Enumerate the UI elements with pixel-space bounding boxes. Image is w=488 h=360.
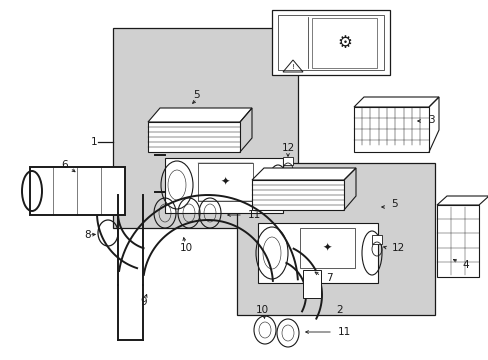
Text: 6: 6 bbox=[61, 160, 68, 170]
Text: 5: 5 bbox=[192, 90, 199, 100]
Text: 11: 11 bbox=[337, 327, 350, 337]
Bar bbox=[353, 107, 428, 152]
Text: 7: 7 bbox=[325, 273, 332, 283]
Bar bbox=[278, 15, 383, 70]
Text: 1: 1 bbox=[90, 137, 97, 147]
Bar bbox=[251, 180, 343, 210]
Polygon shape bbox=[148, 108, 251, 122]
Bar bbox=[30, 167, 125, 215]
Bar bbox=[113, 28, 297, 228]
Bar bbox=[299, 228, 354, 268]
Bar bbox=[164, 158, 283, 213]
Text: 3: 3 bbox=[427, 115, 434, 125]
Bar bbox=[271, 10, 389, 75]
Text: 11: 11 bbox=[247, 210, 261, 220]
Bar bbox=[283, 157, 292, 165]
Polygon shape bbox=[251, 168, 355, 180]
Text: ✦: ✦ bbox=[220, 177, 229, 187]
Bar bbox=[311, 18, 376, 68]
Text: 8: 8 bbox=[84, 230, 90, 240]
Bar bbox=[303, 270, 320, 298]
Text: 12: 12 bbox=[281, 143, 294, 153]
Text: 2: 2 bbox=[336, 305, 343, 315]
Text: ⚙: ⚙ bbox=[337, 34, 352, 52]
Bar bbox=[148, 122, 240, 152]
Text: 9: 9 bbox=[140, 297, 146, 307]
Text: ✦: ✦ bbox=[322, 243, 331, 253]
Bar bbox=[436, 205, 478, 277]
Bar bbox=[371, 235, 381, 244]
Text: 4: 4 bbox=[461, 260, 468, 270]
Bar bbox=[198, 163, 252, 201]
Text: 12: 12 bbox=[391, 243, 405, 253]
Polygon shape bbox=[436, 196, 488, 205]
Text: 5: 5 bbox=[390, 199, 397, 209]
Bar bbox=[258, 223, 377, 283]
Text: 10: 10 bbox=[179, 243, 192, 253]
Bar bbox=[237, 163, 434, 315]
Text: !: ! bbox=[291, 64, 294, 70]
Polygon shape bbox=[353, 97, 438, 107]
Text: 10: 10 bbox=[255, 305, 268, 315]
